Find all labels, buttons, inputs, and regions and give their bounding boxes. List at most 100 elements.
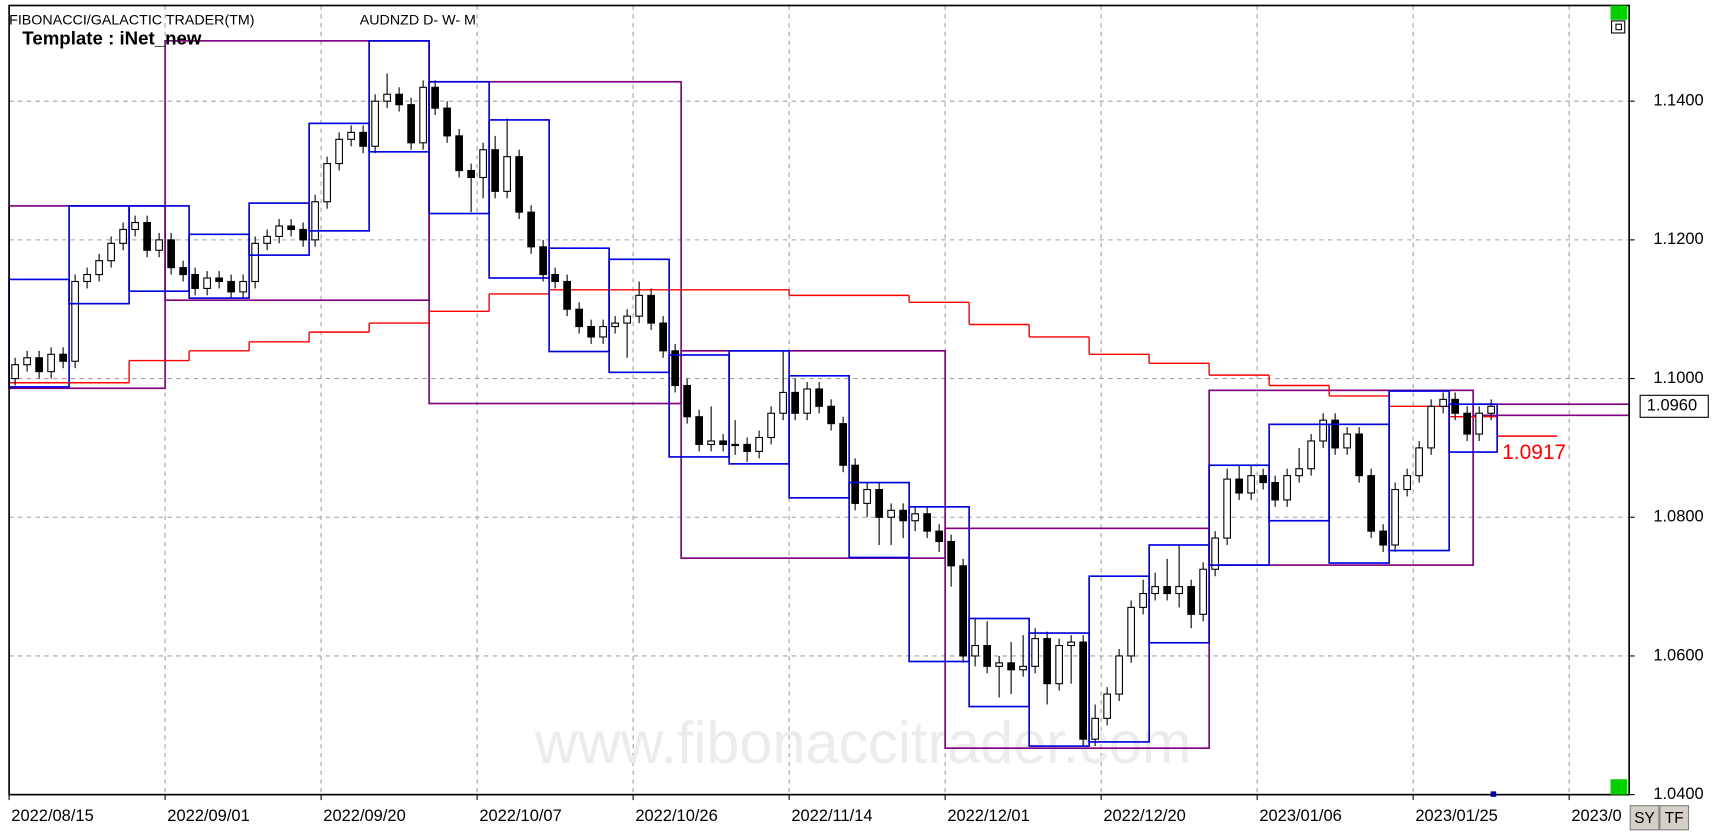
candle-body xyxy=(647,294,655,324)
y-tick-label: 1.0400 xyxy=(1653,785,1703,803)
candle-body xyxy=(539,246,547,276)
candle-body xyxy=(899,509,907,522)
candle-body xyxy=(959,565,967,657)
candle-body xyxy=(983,644,991,667)
candle-body xyxy=(359,131,367,147)
candle-body xyxy=(131,221,139,231)
candle-body xyxy=(887,509,895,518)
candle-body xyxy=(1091,717,1099,740)
candle-body xyxy=(1343,433,1351,449)
candle-body xyxy=(59,353,67,362)
candle-body xyxy=(935,530,943,543)
candle-body xyxy=(1007,662,1015,671)
candle-body xyxy=(323,163,331,203)
candle-body xyxy=(107,242,115,262)
candle-body xyxy=(851,464,859,504)
candle-body xyxy=(1103,693,1111,719)
candle-body xyxy=(119,228,127,244)
y-tick-label: 1.0600 xyxy=(1653,646,1703,664)
candle-body xyxy=(827,405,835,425)
candle-body xyxy=(611,322,619,328)
red-level-label: 1.0917 xyxy=(1502,441,1566,464)
weekly-box xyxy=(308,122,370,232)
candle-body xyxy=(47,353,55,373)
candle-body xyxy=(491,149,499,192)
candle-body xyxy=(203,277,211,289)
candle-body xyxy=(467,169,475,179)
candle-body xyxy=(659,322,667,352)
candle-body xyxy=(191,274,199,289)
candle-body xyxy=(1211,537,1219,570)
candle-body xyxy=(1127,606,1135,657)
candle-body xyxy=(311,201,319,241)
tf-label[interactable]: TF xyxy=(1665,810,1684,827)
candle-body xyxy=(1235,478,1243,494)
y-tick-label: 1.1000 xyxy=(1653,369,1703,387)
last-price-box xyxy=(1639,394,1709,418)
marks xyxy=(8,40,1630,749)
monthly-box xyxy=(680,350,946,559)
cursor-marker xyxy=(1490,791,1497,797)
candle-body xyxy=(1271,482,1279,501)
candle-body xyxy=(1151,586,1159,595)
candle-body xyxy=(839,423,847,466)
sy-button[interactable] xyxy=(1629,805,1660,831)
candle-body xyxy=(1487,405,1496,414)
candle-body xyxy=(371,100,379,147)
candle-body xyxy=(911,513,919,522)
candle-body xyxy=(179,267,187,276)
candle-body xyxy=(227,280,235,293)
candle-body xyxy=(1223,478,1231,539)
candle-body xyxy=(731,443,739,447)
candle-body xyxy=(143,221,151,251)
x-tick-label: 2022/09/20 xyxy=(323,807,405,825)
weekly-box xyxy=(488,119,550,279)
candle-body xyxy=(71,280,79,362)
template: Template : iNet_new xyxy=(22,28,202,49)
candle-body xyxy=(1367,475,1375,532)
candle-body xyxy=(1295,468,1303,477)
candle-body xyxy=(1259,475,1267,484)
candle-body xyxy=(1175,586,1183,595)
candle-body xyxy=(347,131,355,140)
candle-body xyxy=(1187,586,1195,615)
candle-body xyxy=(527,211,535,248)
candle-body xyxy=(23,357,31,366)
last-price-label: 1.0960 xyxy=(1647,397,1697,415)
candle-body xyxy=(863,488,871,504)
candle-body xyxy=(35,357,43,373)
candle-body xyxy=(1139,592,1147,608)
candle-body xyxy=(95,260,103,276)
weekly-box xyxy=(788,374,850,499)
candle-body xyxy=(947,540,955,567)
candle-body xyxy=(803,388,811,414)
x-tick-label: 2023/01/25 xyxy=(1415,807,1497,825)
x-tick-label: 2022/09/01 xyxy=(167,807,249,825)
candle-body xyxy=(1043,638,1051,685)
weekly-box xyxy=(908,506,970,663)
candle-body xyxy=(1031,638,1039,667)
candle-body xyxy=(923,513,931,532)
candle-body xyxy=(755,436,763,452)
tf-button[interactable] xyxy=(1659,805,1690,831)
sy-label[interactable]: SY xyxy=(1634,810,1655,827)
candle-body xyxy=(1463,412,1472,435)
candle-body xyxy=(563,280,571,310)
weekly-box xyxy=(188,233,250,299)
x-tick-label: 2022/10/26 xyxy=(635,807,717,825)
candle-body xyxy=(815,388,823,407)
corner-indicator xyxy=(1610,5,1627,20)
app-title: FIBONACCI/GALACTIC TRADER(TM) xyxy=(9,13,254,29)
weekly-box xyxy=(608,258,670,374)
candle-body xyxy=(1019,665,1027,671)
candle-body xyxy=(971,644,979,657)
x-tick-label: 2022/12/20 xyxy=(1103,807,1185,825)
candle-body xyxy=(419,86,427,144)
candle-body xyxy=(707,440,715,445)
candle-body xyxy=(779,391,787,414)
candle-body xyxy=(1391,488,1399,546)
x-tick-label: 2023/01/06 xyxy=(1259,807,1341,825)
x-tick-label: 2022/08/15 xyxy=(11,807,93,825)
candle-body xyxy=(695,416,703,445)
